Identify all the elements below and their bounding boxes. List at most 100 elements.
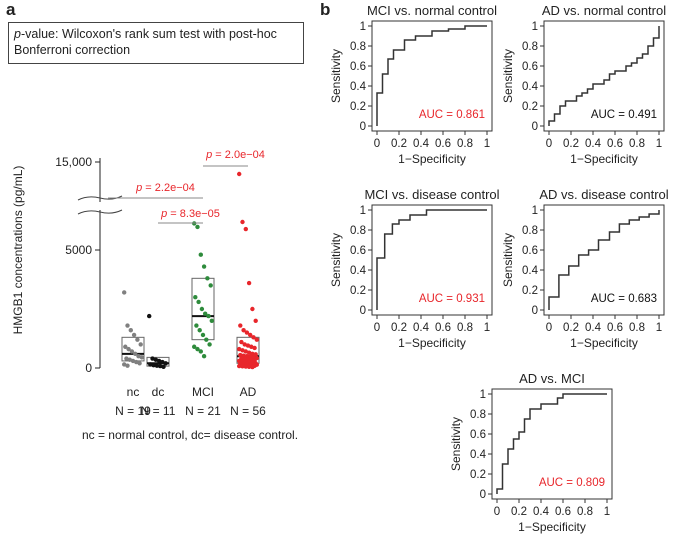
- point-nc: [139, 355, 144, 360]
- auc-label: AUC = 0.491: [591, 109, 657, 121]
- point-MCI: [204, 337, 209, 342]
- y-tick-label: 0: [532, 305, 538, 317]
- point-dc: [154, 363, 160, 368]
- x-tick-label: 1: [484, 322, 490, 334]
- point-AD: [244, 330, 250, 335]
- plot-frame: [491, 388, 613, 500]
- roc-title: MCI vs. normal control: [367, 3, 497, 18]
- point-AD: [254, 337, 259, 342]
- group-label-MCI: MCI: [192, 385, 214, 399]
- x-tick-label: 0: [546, 322, 552, 334]
- note-p-symbol: p: [14, 27, 21, 41]
- roc-panel-1: MCI vs. normal control 0 0.2 0.4 0.6 0.8 1 0 0.2…: [329, 3, 497, 166]
- point-AD: [240, 364, 245, 369]
- roc-title: AD vs. disease control: [539, 187, 668, 202]
- y-tick-label: 0.2: [470, 469, 486, 481]
- pvalue-p-symbol: p: [205, 149, 212, 161]
- x-axis-title: 1−Specificity: [398, 152, 466, 166]
- group-n-nc: N = 19: [115, 404, 151, 418]
- point-nc: [124, 356, 129, 361]
- x-tick-label: 0.8: [457, 322, 473, 334]
- point-MCI: [195, 224, 200, 230]
- point-nc: [130, 358, 136, 364]
- pvalue-value: = 2.0e−04: [212, 149, 265, 161]
- y-tick-label: 0.2: [522, 285, 538, 297]
- point-MCI: [208, 283, 213, 288]
- pvalue-p-symbol: p: [135, 182, 142, 194]
- y-axis-title: Sensitivity: [329, 49, 343, 103]
- panel-label-a: a: [6, 0, 16, 19]
- auc-label: AUC = 0.809: [539, 477, 605, 489]
- x-tick-label: 1: [656, 322, 662, 334]
- roc-title: AD vs. normal control: [542, 3, 666, 18]
- y-tick-label: 0.6: [522, 61, 538, 73]
- y-tick-label: 0.8: [470, 409, 486, 421]
- y-tick-label: 1: [360, 21, 366, 33]
- point-AD: [253, 318, 258, 323]
- x-tick-label: 0.4: [585, 322, 602, 334]
- x-tick-label: 0.6: [435, 322, 451, 334]
- x-tick-label: 0: [546, 138, 552, 150]
- point-MCI: [198, 349, 203, 354]
- pvalue-label: p = 2.2e−04: [135, 182, 195, 194]
- point-nc: [122, 362, 127, 367]
- point-nc: [128, 328, 133, 333]
- boxplot-chart: 15,000 5000 0 HMGB1 concentrations (pg/mL) n…: [11, 149, 298, 442]
- y-tick-label: 0: [532, 121, 538, 133]
- y-tick-label: 0.4: [350, 265, 367, 277]
- point-AD: [237, 346, 242, 352]
- group-footnote: nc = normal control, dc= disease control…: [82, 428, 298, 442]
- point-dc: [158, 363, 163, 369]
- roc-panel-5: AD vs. MCI 0 0.2 0.4 0.6 0.8 1 0 0.2 0.4 0.6 0.8 1 1−…: [449, 371, 613, 534]
- group-n-AD: N = 56: [230, 404, 266, 418]
- y-tick-label: 0.4: [350, 81, 367, 93]
- point-AD: [242, 342, 247, 347]
- roc-panel-2: AD vs. normal control 0 0.2 0.4 0.6 0.8 1 0 0.2 0…: [501, 3, 666, 166]
- point-MCI: [196, 299, 201, 305]
- x-tick-label: 0: [494, 506, 500, 518]
- y-tick-label: 0.8: [350, 41, 366, 53]
- plot-frame: [371, 204, 493, 316]
- y-tick-label: 0.2: [350, 101, 366, 113]
- y-tick-label: 0.8: [522, 225, 538, 237]
- roc-title: MCI vs. disease control: [364, 187, 499, 202]
- point-MCI: [205, 276, 210, 281]
- y-tick-label: 0.2: [350, 285, 366, 297]
- roc-title: AD vs. MCI: [519, 371, 585, 386]
- x-axis-title: 1−Specificity: [570, 336, 638, 350]
- point-nc: [138, 342, 143, 347]
- roc-curve: [376, 209, 487, 310]
- point-AD: [238, 352, 243, 358]
- point-nc: [125, 323, 130, 328]
- point-nc: [136, 354, 141, 359]
- point-dc: [163, 361, 168, 366]
- x-tick-label: 0.6: [607, 322, 623, 334]
- x-tick-label: 0: [374, 322, 380, 334]
- point-AD: [250, 364, 255, 370]
- point-nc: [123, 344, 128, 349]
- plot-frame: [543, 204, 665, 316]
- x-tick-label: 0.8: [629, 138, 645, 150]
- pvalue-method-note: p-value: Wilcoxon's rank sum test with p…: [8, 22, 304, 64]
- auc-label: AUC = 0.861: [419, 109, 485, 121]
- x-tick-label: 1: [604, 506, 610, 518]
- point-MCI: [197, 328, 202, 333]
- y-tick-label: 0.2: [522, 101, 538, 113]
- pvalue-value: = 2.2e−04: [142, 182, 195, 194]
- x-tick-label: 0.4: [585, 138, 602, 150]
- point-AD: [237, 363, 242, 369]
- point-AD: [243, 226, 248, 232]
- x-tick-label: 1: [656, 138, 662, 150]
- x-axis-title: 1−Specificity: [570, 152, 638, 166]
- point-nc: [135, 337, 140, 342]
- point-dc: [160, 359, 165, 365]
- y-tick-label: 0.4: [522, 265, 539, 277]
- x-tick-label: 0.6: [435, 138, 451, 150]
- group-label-AD: AD: [240, 385, 257, 399]
- x-tick-label: 0.8: [577, 506, 593, 518]
- y-tick-label: 0.6: [350, 245, 366, 257]
- y-tick-label: 0.8: [350, 225, 366, 237]
- y-tick-label: 0.4: [470, 449, 487, 461]
- plot-frame: [543, 20, 665, 132]
